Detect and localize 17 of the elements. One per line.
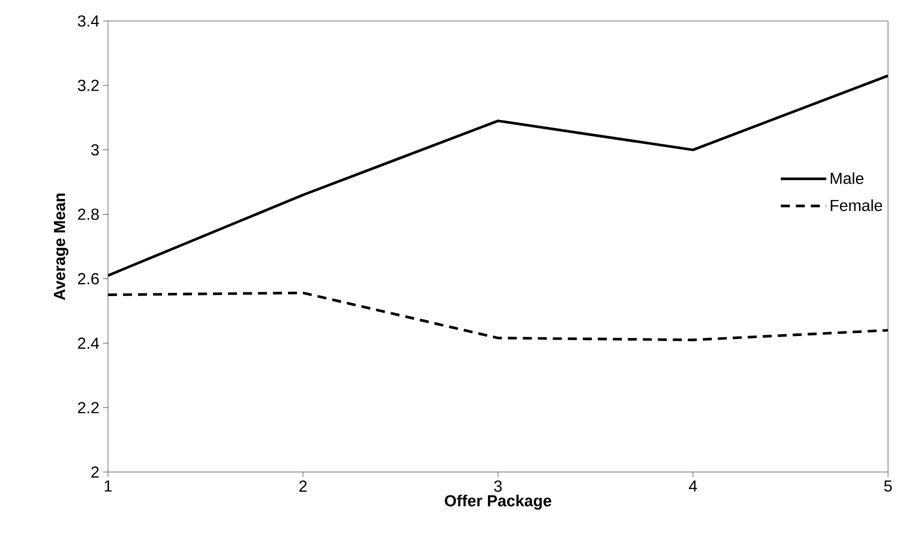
y-tick-label: 3.4: [78, 15, 100, 27]
y-tick-label: 3.2: [78, 80, 99, 92]
y-axis-title: Average Mean: [54, 194, 68, 300]
legend-label: Male: [830, 172, 864, 184]
y-tick-label: 2.6: [78, 273, 99, 284]
x-tick-label: 2: [299, 480, 307, 492]
y-tick-label: 2.2: [78, 402, 99, 414]
y-tick-label: 2.4: [78, 338, 100, 349]
y-tick-label: 2: [91, 466, 99, 478]
x-tick-label: 1: [104, 480, 112, 492]
x-axis-title: Offer Package: [444, 494, 552, 510]
x-tick-label: 5: [884, 480, 892, 492]
y-tick-label: 2.8: [78, 208, 99, 220]
legend-label: Female: [830, 199, 882, 212]
y-tick-label: 3: [91, 144, 99, 156]
x-tick-label: 4: [688, 480, 697, 492]
x-tick-label: 3: [494, 480, 502, 492]
